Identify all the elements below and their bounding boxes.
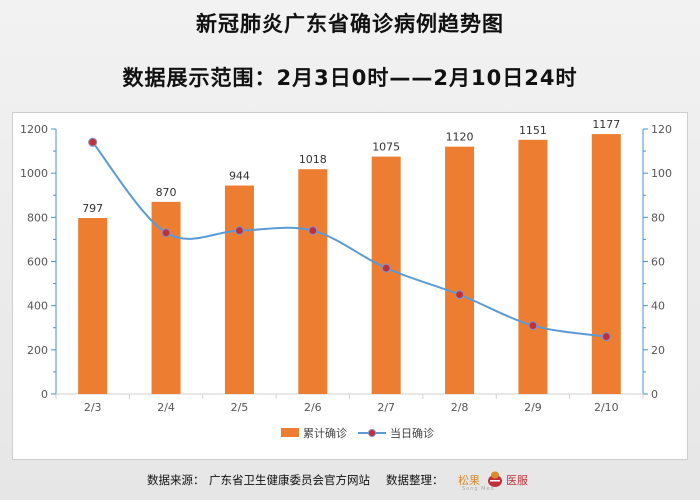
source-value: 广东省卫生健康委员会官方网站 bbox=[209, 473, 370, 487]
x-tick-label: 2/7 bbox=[377, 401, 395, 414]
brand-logo: 松果 医服 Song Med bbox=[458, 468, 530, 494]
y-right-tick-label: 120 bbox=[651, 123, 672, 136]
y-right-tick-label: 0 bbox=[651, 388, 658, 401]
legend-line-marker bbox=[368, 429, 376, 437]
bar bbox=[591, 134, 621, 394]
line-point bbox=[381, 263, 391, 273]
chart: 0 200 400 600 800 1000 1200 0 20 40 60 80 100 120 2/3 2… bbox=[20, 118, 672, 440]
y-left-tick-label: 0 bbox=[41, 388, 48, 401]
line-point bbox=[454, 290, 465, 300]
legend-bar-swatch bbox=[281, 428, 299, 437]
footer: 数据来源： 广东省卫生健康委员会官方网站 数据整理： 松果 医服 Song Me… bbox=[0, 468, 700, 494]
chart-panel: 0 200 400 600 800 1000 1200 0 20 40 60 80 100 120 2/3 2… bbox=[12, 112, 688, 460]
source-label: 数据来源： bbox=[147, 473, 205, 487]
bar-data-label: 1018 bbox=[299, 153, 327, 166]
x-tick-label: 2/10 bbox=[594, 401, 619, 414]
x-tick-label: 2/8 bbox=[451, 401, 469, 414]
line-point bbox=[528, 320, 538, 331]
legend-line-label: 当日确诊 bbox=[390, 426, 434, 440]
line-point bbox=[308, 225, 318, 236]
pinecone-logo-icon bbox=[488, 471, 502, 487]
legend-bar-label: 累计确诊 bbox=[303, 426, 347, 440]
y-left-tick-label: 1200 bbox=[20, 123, 48, 136]
y-right-tick-label: 20 bbox=[651, 344, 665, 357]
x-tick-label: 2/9 bbox=[524, 401, 542, 414]
logo-subtext: Song Med bbox=[462, 486, 495, 492]
logo-text-right: 医服 bbox=[506, 474, 528, 487]
y-left-tick-label: 800 bbox=[27, 211, 48, 224]
chart-subtitle: 数据展示范围：2月3日0时——2月10日24时 bbox=[122, 66, 578, 90]
line-point bbox=[88, 137, 98, 147]
y-left-tick-label: 600 bbox=[27, 256, 48, 269]
logo-text-left: 松果 bbox=[458, 474, 480, 487]
y-left-tick-label: 200 bbox=[27, 344, 48, 357]
bar-data-label: 1120 bbox=[446, 131, 474, 144]
bar-data-label: 1151 bbox=[519, 124, 547, 137]
bar bbox=[298, 169, 328, 394]
organizer-label: 数据整理： bbox=[386, 473, 444, 487]
line-point bbox=[161, 228, 171, 238]
bar-data-label: 944 bbox=[229, 170, 250, 183]
bar bbox=[371, 156, 401, 394]
bar-data-label: 797 bbox=[82, 202, 103, 215]
x-tick-label: 2/3 bbox=[84, 401, 102, 414]
chart-title: 新冠肺炎广东省确诊病例趋势图 bbox=[196, 12, 504, 36]
y-right-tick-label: 80 bbox=[651, 211, 665, 224]
x-tick-label: 2/6 bbox=[304, 401, 322, 414]
y-left-tick-label: 400 bbox=[27, 300, 48, 313]
bar-data-label: 1177 bbox=[592, 118, 620, 131]
y-right-tick-label: 100 bbox=[651, 167, 672, 180]
x-tick-label: 2/5 bbox=[231, 401, 249, 414]
bar-data-label: 870 bbox=[156, 186, 177, 199]
line-point bbox=[234, 225, 245, 236]
bar bbox=[224, 185, 254, 394]
bar-data-label: 1075 bbox=[372, 141, 400, 154]
y-right-tick-label: 40 bbox=[651, 300, 665, 313]
line-point bbox=[601, 331, 611, 342]
bar bbox=[78, 217, 108, 394]
y-right-tick-label: 60 bbox=[651, 256, 665, 269]
x-tick-label: 2/4 bbox=[157, 401, 175, 414]
bar bbox=[445, 146, 475, 394]
bar bbox=[518, 139, 548, 394]
y-left-tick-label: 1000 bbox=[20, 167, 48, 180]
